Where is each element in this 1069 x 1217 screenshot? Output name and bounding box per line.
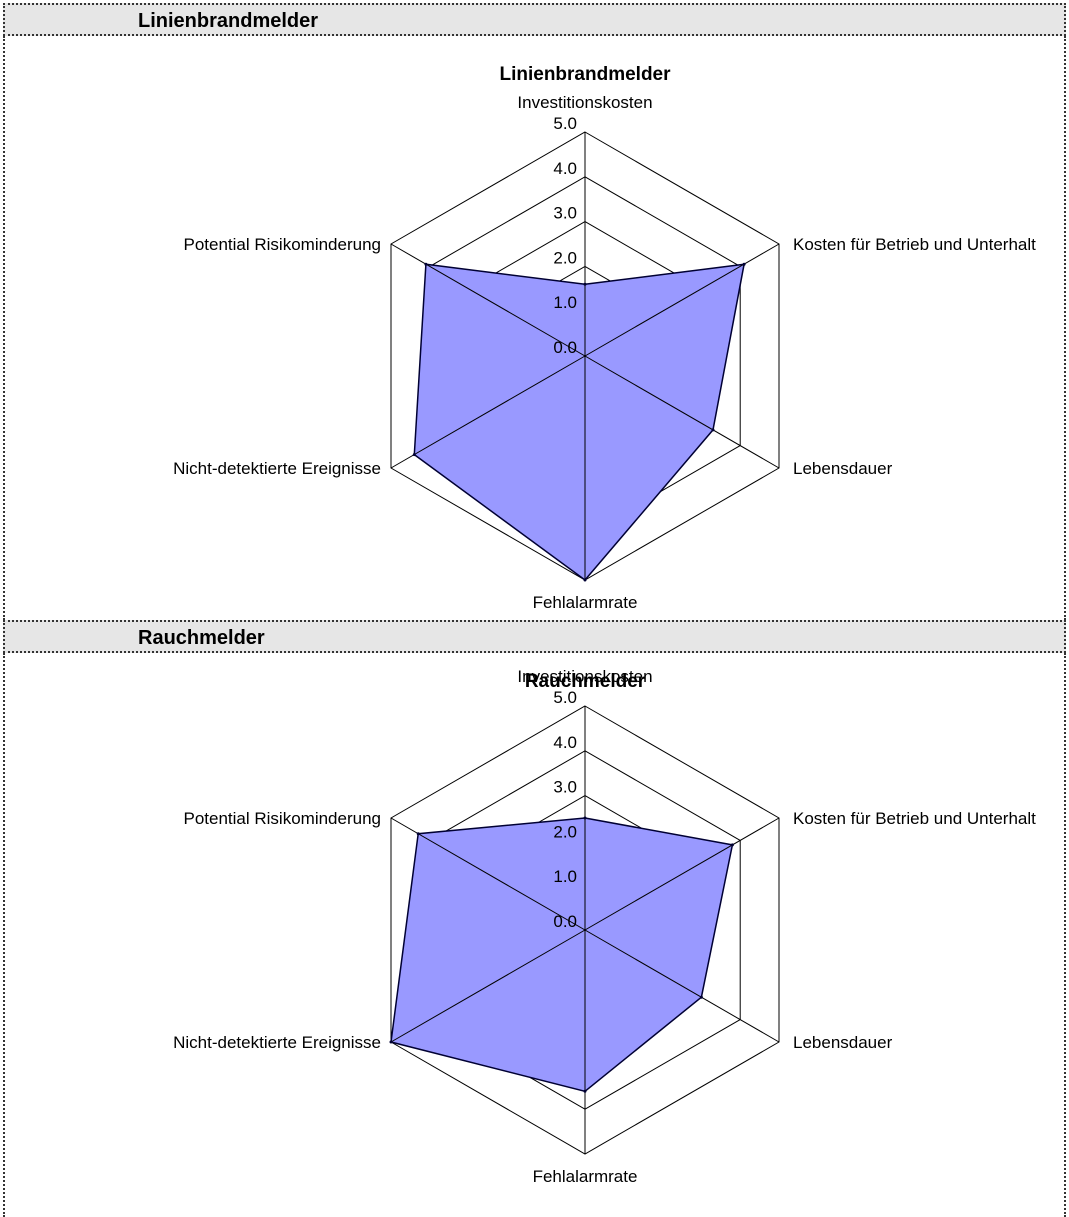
section-header-label: Linienbrandmelder (138, 10, 319, 32)
data-point (416, 832, 420, 836)
tick-label: 5.0 (553, 688, 577, 707)
axis-label: Kosten für Betrieb und Unterhalt (793, 235, 1036, 254)
data-point (730, 843, 734, 847)
section-header: Rauchmelder (3, 620, 1066, 653)
tick-label: 1.0 (553, 293, 577, 312)
axis-label: Nicht-detektierte Ereignisse (173, 459, 381, 478)
data-point (699, 995, 703, 999)
data-point (424, 262, 428, 266)
chart-title: Rauchmelder (525, 671, 646, 692)
axis-label: Investitionskosten (517, 667, 652, 686)
tick-label: 2.0 (553, 822, 577, 841)
tick-label: 2.0 (553, 248, 577, 267)
data-point (412, 453, 416, 457)
axis-spoke (390, 929, 586, 1043)
data-series-polygon (413, 263, 746, 582)
axis-label: Lebensdauer (793, 1033, 893, 1052)
axis-spoke (584, 243, 780, 357)
axis-spoke (584, 929, 780, 1043)
data-point (711, 428, 715, 432)
radar-chart-rauchmelder: Rauchmelder 0.0 1.0 2.0 3.0 4.0 5.0 Investition… (173, 667, 1036, 1186)
tick-label: 3.0 (553, 204, 577, 223)
data-point (583, 816, 587, 820)
data-point (389, 1040, 393, 1044)
axis-label: Potential Risikominderung (184, 235, 382, 254)
axis-spoke (390, 243, 586, 357)
data-point (583, 578, 587, 582)
tick-label: 0.0 (553, 912, 577, 931)
tick-label: 4.0 (553, 159, 577, 178)
axis-spoke (584, 817, 780, 931)
tick-label: 5.0 (553, 114, 577, 133)
data-point (742, 262, 746, 266)
axis-label: Nicht-detektierte Ereignisse (173, 1033, 381, 1052)
chart-title: Linienbrandmelder (499, 64, 671, 85)
axis-spoke (390, 355, 586, 469)
data-point (583, 1089, 587, 1093)
tick-label: 3.0 (553, 778, 577, 797)
section-body: Rauchmelder 0.0 1.0 2.0 3.0 4.0 5.0 Investition… (3, 653, 1066, 1217)
tick-label: 4.0 (553, 733, 577, 752)
section-body: Linienbrandmelder 0.0 1.0 2.0 3.0 4.0 5.0 Inves… (3, 36, 1066, 620)
axis-label: Potential Risikominderung (184, 809, 382, 828)
axis-spoke (584, 355, 780, 469)
section-header: Linienbrandmelder (3, 3, 1066, 36)
axis-label: Investitionskosten (517, 93, 652, 112)
data-point (583, 282, 587, 286)
tick-label: 1.0 (553, 867, 577, 886)
axis-label: Fehlalarmrate (533, 1167, 638, 1186)
section-header-label: Rauchmelder (138, 627, 265, 649)
axis-spoke (390, 817, 586, 931)
radar-chart-linienbrandmelder: Linienbrandmelder 0.0 1.0 2.0 3.0 4.0 5.0 Inves… (173, 64, 1036, 612)
axis-label: Lebensdauer (793, 459, 893, 478)
data-series-polygon (390, 817, 734, 1093)
tick-label: 0.0 (553, 338, 577, 357)
axis-label: Fehlalarmrate (533, 593, 638, 612)
axis-label: Kosten für Betrieb und Unterhalt (793, 809, 1036, 828)
